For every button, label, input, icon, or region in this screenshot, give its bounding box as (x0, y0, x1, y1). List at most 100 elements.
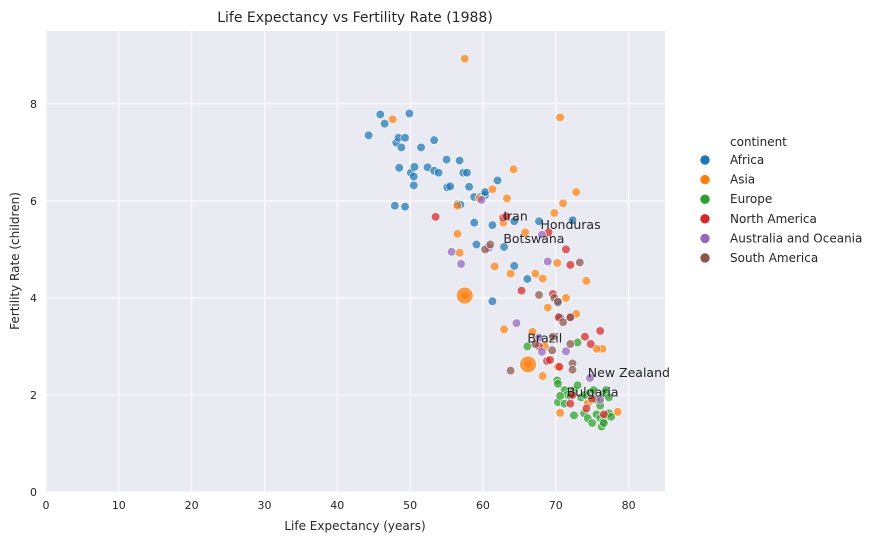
data-point (400, 133, 410, 143)
data-point-large (519, 355, 537, 374)
data-point (441, 154, 452, 165)
data-point (589, 385, 599, 395)
annotation-label: Brazil (527, 331, 562, 346)
data-point (375, 109, 385, 120)
data-point (587, 418, 597, 428)
data-point (396, 142, 406, 153)
data-point (537, 347, 547, 357)
data-point (555, 112, 565, 122)
data-point (575, 257, 585, 268)
data-point (452, 229, 463, 239)
y-tick-label: 0 (30, 486, 37, 499)
x-tick-label: 50 (403, 499, 417, 512)
data-point (555, 408, 565, 418)
data-point (409, 162, 420, 172)
data-point (508, 164, 519, 174)
chart-title: Life Expectancy vs Fertility Rate (1988) (217, 10, 493, 26)
data-point (586, 339, 596, 349)
data-point (530, 339, 540, 349)
data-point (489, 261, 500, 271)
data-point (595, 326, 605, 336)
data-point (604, 392, 614, 402)
y-tick-label: 8 (30, 98, 37, 111)
legend: continent Africa Asia Europe North America A… (699, 135, 862, 265)
data-point (380, 119, 390, 129)
data-point (585, 373, 595, 383)
data-point (561, 244, 571, 254)
data-point (537, 230, 547, 240)
data-point (558, 317, 568, 327)
data-point (516, 286, 527, 296)
x-tick-label: 40 (330, 499, 344, 512)
x-tick-label: 80 (622, 499, 636, 512)
data-point (476, 195, 487, 205)
legend-marker (699, 252, 711, 264)
data-point (561, 346, 571, 356)
x-axis-label: Life Expectancy (years) (284, 519, 425, 533)
data-point (538, 273, 548, 284)
y-tick-label: 2 (30, 389, 37, 402)
data-point (571, 187, 581, 197)
data-point (580, 332, 590, 342)
data-point (455, 155, 465, 166)
x-axis-ticks: 0 10 20 30 40 50 60 70 80 (43, 499, 636, 512)
data-point (581, 276, 591, 286)
data-point-large (455, 286, 474, 305)
data-point (549, 208, 559, 218)
data-point (569, 410, 579, 420)
data-point (534, 290, 544, 300)
legend-label: Africa (730, 153, 764, 167)
legend-title: continent (730, 135, 787, 149)
x-tick-label: 10 (112, 499, 126, 512)
data-point (552, 258, 562, 268)
data-point (555, 391, 565, 401)
data-point (394, 163, 404, 173)
data-point (404, 108, 414, 119)
data-point (409, 171, 419, 182)
data-point (565, 339, 575, 349)
data-point (501, 211, 511, 221)
annotation-label: New Zealand (588, 365, 670, 380)
data-point (464, 182, 474, 192)
data-point (433, 168, 444, 178)
data-point (543, 256, 553, 267)
data-point (506, 269, 516, 279)
legend-label: Asia (730, 173, 755, 187)
data-point (530, 269, 540, 279)
x-tick-label: 20 (185, 499, 199, 512)
y-tick-label: 6 (30, 195, 37, 208)
data-point (469, 218, 479, 228)
data-point (487, 296, 498, 306)
data-point (565, 399, 575, 409)
data-point (487, 184, 498, 194)
legend-marker (699, 213, 711, 225)
data-point (499, 242, 509, 252)
data-point (520, 227, 530, 237)
data-point (455, 248, 465, 258)
data-point (485, 239, 495, 250)
data-point (522, 274, 532, 284)
data-point (388, 114, 398, 124)
y-tick-label: 4 (30, 292, 37, 305)
y-axis-label: Fertility Rate (children) (8, 192, 22, 330)
legend-marker (699, 193, 711, 205)
data-point (511, 318, 522, 328)
data-point (561, 293, 571, 303)
data-point (462, 168, 472, 178)
data-point (447, 247, 457, 257)
data-point (452, 201, 463, 211)
data-point (573, 380, 583, 390)
data-point (364, 130, 374, 140)
data-point (460, 54, 470, 64)
data-point (558, 198, 568, 208)
data-point (553, 297, 563, 307)
data-point (456, 259, 466, 269)
data-point (445, 181, 455, 191)
data-point (547, 345, 557, 355)
data-point (599, 418, 609, 428)
data-point (390, 201, 400, 211)
legend-label: Europe (730, 192, 772, 206)
data-point (400, 202, 410, 212)
